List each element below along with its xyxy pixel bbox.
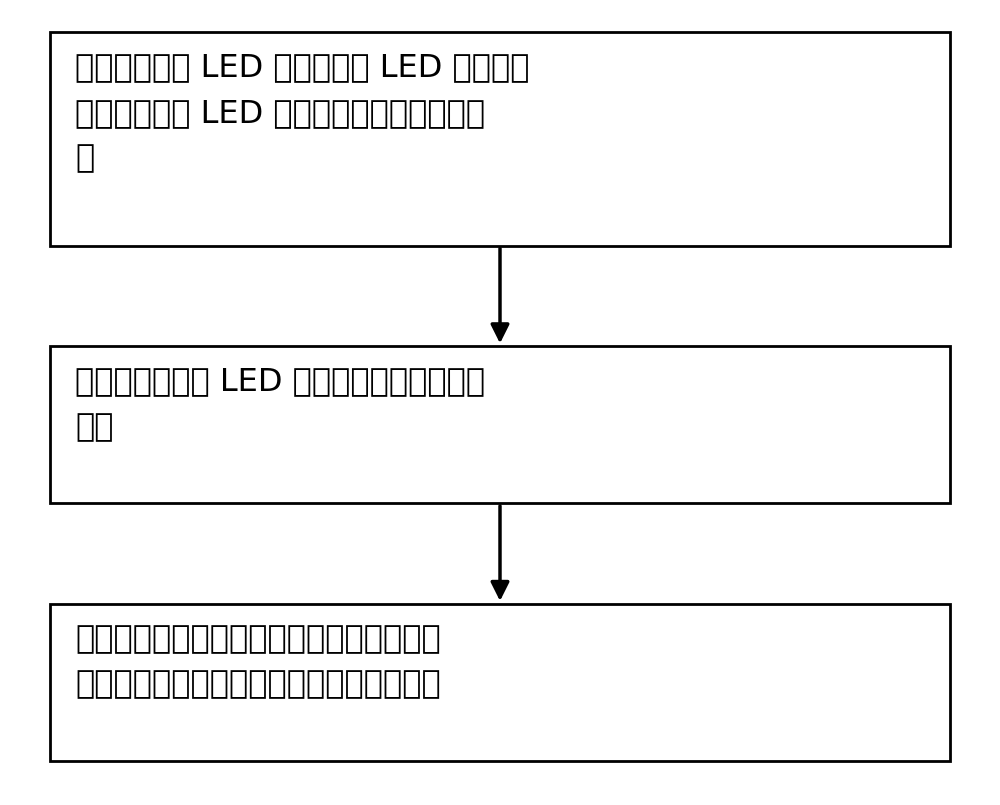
FancyBboxPatch shape (50, 346, 950, 503)
FancyBboxPatch shape (50, 604, 950, 761)
FancyBboxPatch shape (50, 32, 950, 246)
Text: 将加压装置压在 LED 晶片上，对固晶胶进行
压制: 将加压装置压在 LED 晶片上，对固晶胶进行 压制 (75, 366, 485, 443)
Text: 通过固晶胶将 LED 晶片固设于 LED 支架上，
并将已固晶的 LED 支架固定于固定工作平台
上: 通过固晶胶将 LED 晶片固设于 LED 支架上， 并将已固晶的 LED 支架固… (75, 52, 530, 174)
Text: 启动加热装置对固晶胶进行加热，固晶胶固
化定型后，移去加压装置，进行下一步加工: 启动加热装置对固晶胶进行加热，固晶胶固 化定型后，移去加压装置，进行下一步加工 (75, 624, 441, 700)
